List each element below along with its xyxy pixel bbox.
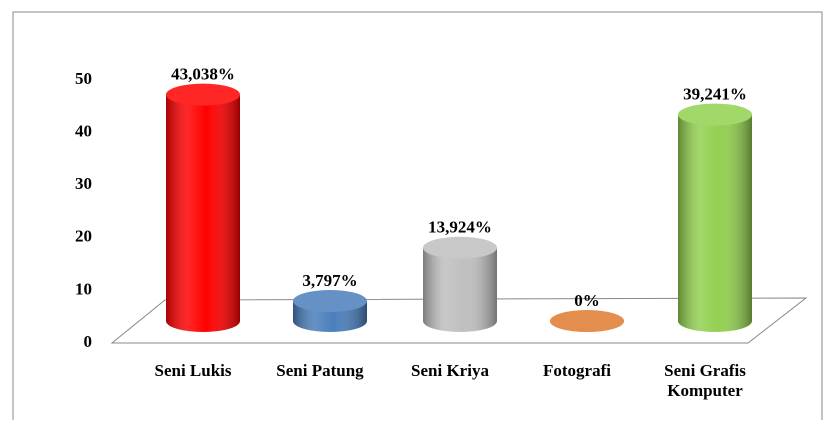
cylinder-top	[423, 236, 497, 259]
cylinder-shading	[678, 114, 752, 332]
cylinder-top-shading	[166, 83, 240, 106]
cylinder-top-shading	[423, 236, 497, 259]
data-label: 3,797%	[302, 271, 357, 290]
y-tick-label: 40	[75, 122, 92, 141]
data-label: 43,038%	[171, 65, 235, 84]
data-label: 39,241%	[683, 84, 747, 103]
cylinder-shading	[166, 94, 240, 332]
y-tick-label: 0	[84, 332, 93, 351]
y-tick-label: 30	[75, 174, 92, 193]
y-tick-label: 50	[75, 69, 92, 88]
x-tick-label: Fotografi	[543, 361, 611, 380]
x-tick-label: Seni Patung	[276, 361, 364, 380]
data-label: 13,924%	[428, 218, 492, 237]
cylinder-shading	[423, 247, 497, 332]
cylinder-top	[550, 310, 624, 332]
cylinder-top-shading	[293, 290, 367, 313]
y-tick-label: 10	[75, 279, 92, 298]
x-tick-label: Seni Kriya	[411, 361, 489, 380]
cylinder-top	[678, 103, 752, 126]
data-label: 0%	[574, 291, 600, 310]
cylinder-top	[293, 290, 367, 313]
cylinder-top-shading	[678, 103, 752, 126]
cylinder-top-shading	[550, 310, 624, 332]
cylinder-top	[166, 83, 240, 106]
x-tick-label: Seni Lukis	[154, 361, 232, 380]
chart-frame	[12, 11, 823, 420]
y-tick-label: 20	[75, 227, 92, 246]
x-tick-label: Seni Grafis Komputer	[664, 361, 746, 400]
